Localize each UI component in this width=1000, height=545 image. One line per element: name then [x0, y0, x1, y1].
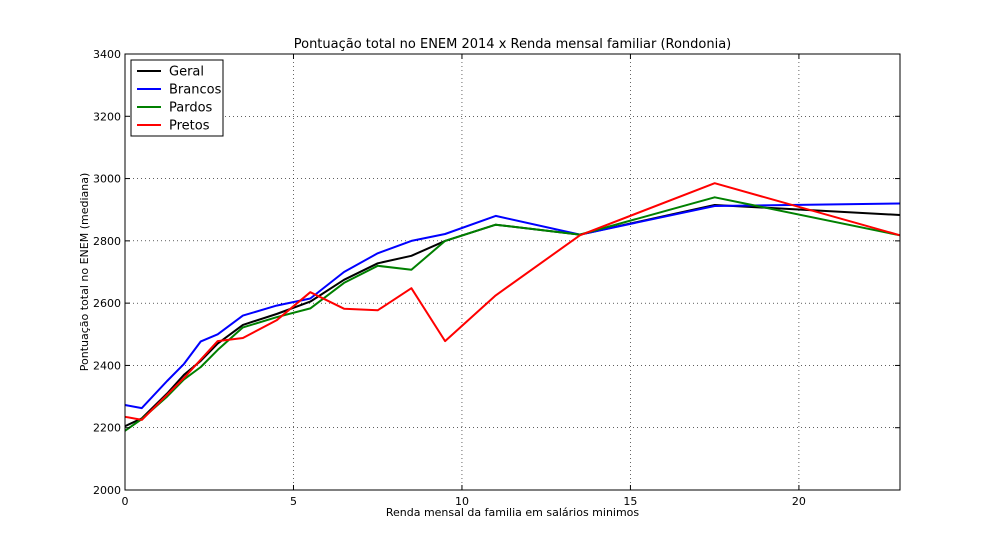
y-tick-label: 2400 — [93, 359, 121, 372]
legend-label-pardos: Pardos — [169, 101, 213, 116]
x-tick-label: 5 — [290, 495, 297, 508]
y-tick-label: 2200 — [93, 422, 121, 435]
y-tick-label: 3400 — [93, 48, 121, 61]
y-tick-label: 2800 — [93, 235, 121, 248]
series-line-brancos — [124, 202, 901, 410]
legend: Geral Brancos Pardos Pretos — [130, 59, 224, 137]
y-tick-label: 2000 — [93, 484, 121, 497]
ticks: 0 5 10 15 20 2000 2200 2400 2600 2800 3000 3200 3400 — [93, 48, 900, 508]
x-axis-label: Renda mensal da familia em salários mini… — [386, 506, 640, 519]
y-axis-label: Pontuação total no ENEM (mediana) — [78, 173, 91, 372]
series-line-pardos — [124, 196, 901, 432]
grid — [125, 54, 900, 490]
legend-label-pretos: Pretos — [169, 119, 210, 134]
x-tick-label: 15 — [623, 495, 637, 508]
series-lines — [124, 182, 901, 432]
y-tick-label: 3000 — [93, 173, 121, 186]
x-tick-label: 0 — [122, 495, 129, 508]
series-line-pretos — [124, 182, 901, 421]
x-tick-label: 20 — [792, 495, 806, 508]
legend-label-brancos: Brancos — [169, 83, 222, 98]
plot-frame — [124, 53, 901, 491]
y-tick-label: 3200 — [93, 110, 121, 123]
legend-label-geral: Geral — [169, 65, 204, 80]
x-tick-label: 10 — [455, 495, 469, 508]
legend-box — [130, 59, 224, 137]
chart-title: Pontuação total no ENEM 2014 x Renda men… — [294, 37, 732, 52]
y-tick-label: 2600 — [93, 297, 121, 310]
